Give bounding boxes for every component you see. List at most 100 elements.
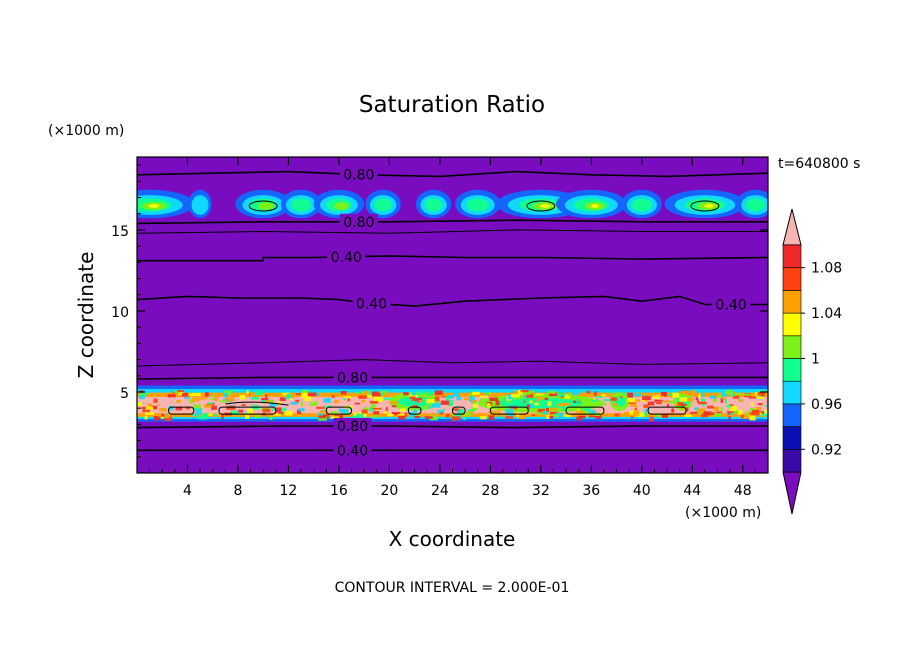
- lower-band-cell: [175, 407, 183, 411]
- lower-band-cell: [623, 412, 630, 414]
- lower-band-cell: [182, 392, 189, 397]
- lower-band-cell: [704, 411, 712, 416]
- contour-label-bg: [352, 295, 391, 312]
- lower-band-cell: [715, 411, 723, 414]
- lower-band-cell: [761, 414, 768, 417]
- plot-area: 0.80 0.80 0.40 0.40 0.80 0.80 0.40 0.40: [137, 157, 768, 473]
- time-label: t=640800 s: [778, 156, 860, 172]
- lower-band-cell: [304, 396, 312, 402]
- lower-band-cell: [738, 398, 741, 401]
- lower-band-cell: [756, 396, 765, 399]
- lower-band-cell: [526, 404, 531, 409]
- lower-band-cell: [698, 401, 707, 405]
- lower-band-cell: [317, 413, 323, 416]
- lower-band-cell: [192, 397, 199, 402]
- lower-band-cell: [448, 400, 454, 404]
- x-tick-label: 40: [633, 483, 651, 499]
- colorbar-segment: [782, 267, 802, 291]
- colorbar-tick-label: 0.96: [811, 397, 842, 413]
- lower-band-cell: [562, 414, 572, 417]
- colorbar-segment: [782, 448, 802, 473]
- lower-band-cell: [698, 393, 701, 398]
- lower-band-cell: [740, 414, 744, 419]
- lower-band-cell: [206, 402, 214, 405]
- upper-band-cell: [148, 204, 160, 208]
- lower-band-cell: [139, 392, 149, 397]
- lower-band-cell: [725, 405, 733, 408]
- lower-band-cell: [408, 395, 418, 398]
- lower-band-cell: [211, 394, 215, 398]
- lower-band-cell: [176, 400, 181, 403]
- contour-lines: [137, 170, 768, 452]
- lower-band-stratum: [137, 385, 768, 390]
- lower-band-cell: [418, 400, 422, 403]
- contour-interval-footer: CONTOUR INTERVAL = 2.000E-01: [335, 580, 570, 596]
- lower-band-cell: [260, 399, 270, 402]
- lower-band-cell: [370, 403, 376, 408]
- lower-band-cell: [742, 415, 750, 419]
- lower-band-cell: [290, 402, 299, 405]
- lower-band-cell: [318, 416, 327, 421]
- colorbar: 0.92 0.96 1 1.04 1.08: [782, 208, 842, 515]
- lower-band-cell: [631, 399, 640, 402]
- lower-band-cell: [488, 415, 495, 421]
- lower-band-cell: [746, 413, 752, 417]
- colorbar-segment: [782, 244, 802, 269]
- lower-band-cell: [600, 402, 607, 406]
- contour-label-bg: [333, 418, 372, 435]
- lower-band-cell: [459, 409, 464, 414]
- lower-band-cell: [427, 391, 435, 396]
- lower-band-cell: [505, 408, 514, 412]
- upper-band-contour: [248, 200, 278, 212]
- lower-band-cell: [727, 411, 736, 414]
- contour-line: [137, 170, 768, 178]
- lower-band-cell: [287, 393, 292, 399]
- y-axis-ticks: 5 10 15: [111, 164, 768, 458]
- lower-band-cell: [397, 413, 405, 416]
- lower-band-cell: [531, 414, 535, 416]
- lower-band-cell: [302, 390, 310, 395]
- contour-label-bg: [333, 442, 372, 459]
- lower-band-cell: [485, 391, 489, 396]
- lower-band-cell: [647, 401, 655, 406]
- lower-band-cell: [743, 393, 750, 396]
- lower-band-cell: [204, 404, 212, 408]
- lower-band-cell: [720, 398, 724, 403]
- lower-band-cell: [658, 413, 662, 417]
- lower-band-cell: [262, 408, 271, 413]
- lower-band-cell: [424, 416, 433, 419]
- colorbar-tick-label: 1.08: [811, 261, 842, 277]
- lower-band-cell: [582, 406, 591, 412]
- lower-band-cell: [758, 389, 766, 393]
- lower-band-cell: [643, 404, 650, 408]
- lower-band-cell: [530, 398, 537, 400]
- lower-band-cell: [419, 397, 423, 402]
- lower-band-cell: [729, 405, 737, 411]
- contour-label: 0.80: [343, 215, 374, 231]
- lower-band-cell: [709, 395, 717, 399]
- lower-band-cell: [220, 414, 225, 419]
- lower-band-cell: [373, 397, 383, 403]
- lower-band-cell: [223, 392, 229, 398]
- x-tick-label: 32: [532, 483, 550, 499]
- lower-band-cell: [666, 393, 675, 396]
- chart-title: Saturation Ratio: [359, 92, 545, 118]
- lower-band-cell: [700, 414, 709, 418]
- lower-band-cell: [373, 411, 380, 415]
- upper-band: [137, 189, 768, 219]
- lower-band-cell: [754, 392, 758, 396]
- lower-band-cell: [226, 405, 236, 410]
- lower-band-cell: [343, 398, 347, 400]
- lower-band-cell: [273, 414, 281, 416]
- lower-band-cell: [214, 396, 219, 401]
- lower-band-cell: [696, 399, 699, 403]
- lower-band-cell: [671, 408, 675, 413]
- lower-band-cell: [695, 397, 698, 401]
- contour-label-bg: [712, 296, 751, 313]
- lower-band-cell: [225, 397, 235, 402]
- lower-band-cell: [144, 415, 148, 420]
- lower-band-cell: [145, 412, 154, 416]
- lower-band-contour: [218, 406, 277, 415]
- lower-band-cell: [153, 416, 161, 421]
- lower-band-cell: [545, 404, 548, 408]
